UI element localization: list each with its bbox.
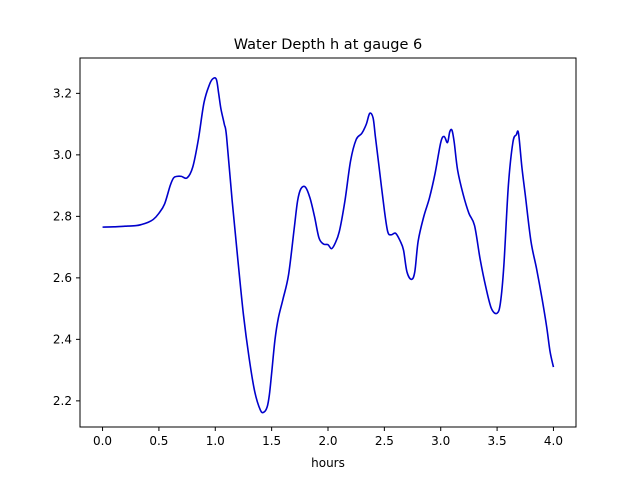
x-tick-label: 3.5 xyxy=(488,434,507,448)
x-tick-label: 0.0 xyxy=(93,434,112,448)
plot-frame xyxy=(79,57,577,428)
x-axis: 0.0 0.5 1.0 1.5 2.0 2.5 3.0 3.5 4.0 xyxy=(93,427,563,448)
x-tick-label: 4.0 xyxy=(544,434,563,448)
x-tick-label: 3.0 xyxy=(431,434,450,448)
y-tick-label: 2.8 xyxy=(53,209,72,223)
x-tick-label: 1.0 xyxy=(206,434,225,448)
y-axis: 2.2 2.4 2.6 2.8 3.0 3.2 xyxy=(53,86,80,408)
y-tick-label: 2.2 xyxy=(53,394,72,408)
chart-title: Water Depth h at gauge 6 xyxy=(234,37,422,53)
y-tick-label: 3.2 xyxy=(53,86,72,100)
x-tick-label: 1.5 xyxy=(262,434,281,448)
y-tick-label: 2.4 xyxy=(53,332,72,346)
plot-area xyxy=(102,77,555,414)
series-line-0 xyxy=(102,77,555,414)
x-tick-label: 2.5 xyxy=(375,434,394,448)
x-tick-label: 0.5 xyxy=(149,434,168,448)
y-tick-label: 2.6 xyxy=(53,271,72,285)
x-axis-label: hours xyxy=(311,456,345,470)
y-tick-label: 3.0 xyxy=(53,148,72,162)
x-tick-label: 2.0 xyxy=(318,434,337,448)
